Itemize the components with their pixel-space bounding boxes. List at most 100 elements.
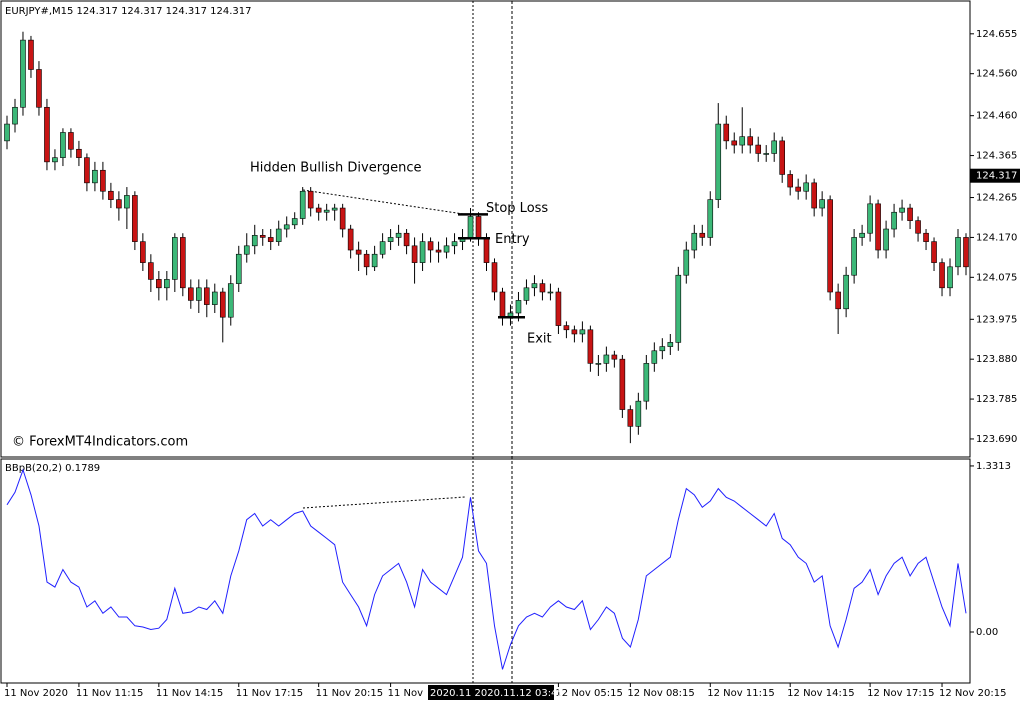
x-tick-label: 11 Nov 17:15	[236, 688, 303, 699]
candle-body	[76, 148, 82, 158]
candle-body	[675, 274, 682, 343]
candle-body	[243, 245, 250, 255]
candle-body	[44, 106, 50, 163]
x-tick-label: 12 Nov 17:15	[867, 688, 934, 699]
candle-body	[891, 211, 897, 230]
candle-body	[643, 363, 650, 402]
candle-body	[683, 249, 690, 276]
x-tick-label: 11 Nov	[388, 688, 424, 699]
candle-body	[451, 241, 458, 247]
candle-body	[211, 291, 218, 305]
candle-body	[627, 409, 634, 427]
candle-body	[52, 157, 58, 163]
candle-body	[843, 274, 849, 310]
candle-body	[116, 199, 122, 209]
candle-body	[435, 249, 442, 253]
y-tick-label: 124.075	[976, 272, 1017, 283]
y-tick-label: 123.975	[976, 314, 1017, 325]
candle-body	[931, 241, 937, 263]
candle-body	[84, 157, 90, 184]
candle-body	[108, 190, 114, 200]
candle-body	[379, 241, 386, 255]
candle-body	[299, 190, 306, 219]
candle-body	[555, 291, 562, 326]
candle-body	[427, 241, 434, 251]
candle-body	[907, 207, 913, 221]
candle-body	[411, 245, 418, 263]
candle-body	[595, 363, 602, 365]
candle-body	[571, 329, 578, 335]
y-tick-label: 123.690	[976, 434, 1017, 445]
chart-title: EURJPY#,M15 124.317 124.317 124.317 124.…	[5, 6, 252, 17]
candle-body	[259, 235, 266, 238]
candle-body	[819, 199, 825, 209]
candle-body	[291, 218, 298, 226]
candle-body	[923, 232, 929, 242]
candle-body	[875, 203, 881, 251]
candle-body	[515, 300, 522, 314]
candle-body	[539, 283, 546, 293]
candle-body	[939, 262, 945, 289]
candle-body	[475, 216, 482, 238]
candle-body	[763, 153, 770, 155]
x-tick-label: 12 Nov 14:15	[787, 688, 854, 699]
candle-body	[363, 253, 370, 268]
candle-body	[523, 287, 530, 301]
candle-body	[955, 237, 961, 268]
annotation-label: Exit	[527, 332, 552, 347]
candle-body	[331, 207, 338, 211]
annotation-label: Entry	[495, 232, 530, 247]
candle-body	[787, 174, 793, 188]
candle-body	[92, 169, 98, 184]
candle-body	[947, 266, 953, 289]
candle-body	[859, 232, 865, 238]
candle-body	[635, 400, 642, 427]
candle-body	[180, 237, 186, 289]
candle-body	[827, 199, 833, 293]
candle-body	[124, 195, 130, 209]
candle-body	[443, 245, 450, 253]
indicator-panel	[0, 458, 971, 684]
candle-body	[315, 207, 322, 213]
candle-body	[323, 209, 330, 213]
candle-body	[12, 106, 18, 125]
candle-body	[235, 253, 242, 284]
candle-body	[347, 228, 354, 251]
candle-body	[419, 241, 426, 263]
candle-body	[36, 69, 42, 108]
candle-body	[715, 123, 722, 200]
candle-body	[499, 291, 506, 318]
candle-body	[132, 195, 138, 242]
y-tick-label: 124.170	[976, 232, 1017, 243]
indicator-line	[6, 468, 967, 670]
candle-body	[659, 346, 666, 352]
y-tick-label: 124.560	[976, 69, 1017, 80]
candle-body	[275, 228, 282, 242]
candle-body	[4, 123, 10, 142]
x-tick-label: 11 Nov 14:15	[156, 688, 223, 699]
candle-body	[899, 207, 905, 213]
candle-body	[587, 329, 594, 364]
candle-body	[491, 262, 498, 293]
x-tick-label: 11 Nov 2020	[4, 688, 68, 699]
candle-body	[651, 350, 658, 364]
y-tick-label: 1.3313	[976, 461, 1011, 472]
candle-body	[723, 123, 730, 142]
candle-body	[915, 220, 921, 234]
y-tick-label: 124.460	[976, 111, 1017, 122]
annotation-title: Hidden Bullish Divergence	[250, 161, 421, 176]
candle-body	[395, 232, 402, 238]
y-tick-label: 123.785	[976, 394, 1017, 405]
annotation-label: Stop Loss	[486, 201, 548, 216]
candle-body	[387, 237, 394, 242]
candle-body	[771, 140, 778, 154]
y-tick-label: 124.365	[976, 151, 1017, 162]
candle-body	[883, 228, 889, 251]
candle-body	[164, 279, 170, 289]
cursor-time-box	[428, 685, 554, 700]
candle-body	[371, 253, 378, 268]
candle-body	[283, 224, 290, 230]
candle-body	[20, 39, 26, 108]
divergence-line	[302, 189, 471, 216]
x-tick-label: 12 Nov 05:15	[555, 688, 622, 699]
